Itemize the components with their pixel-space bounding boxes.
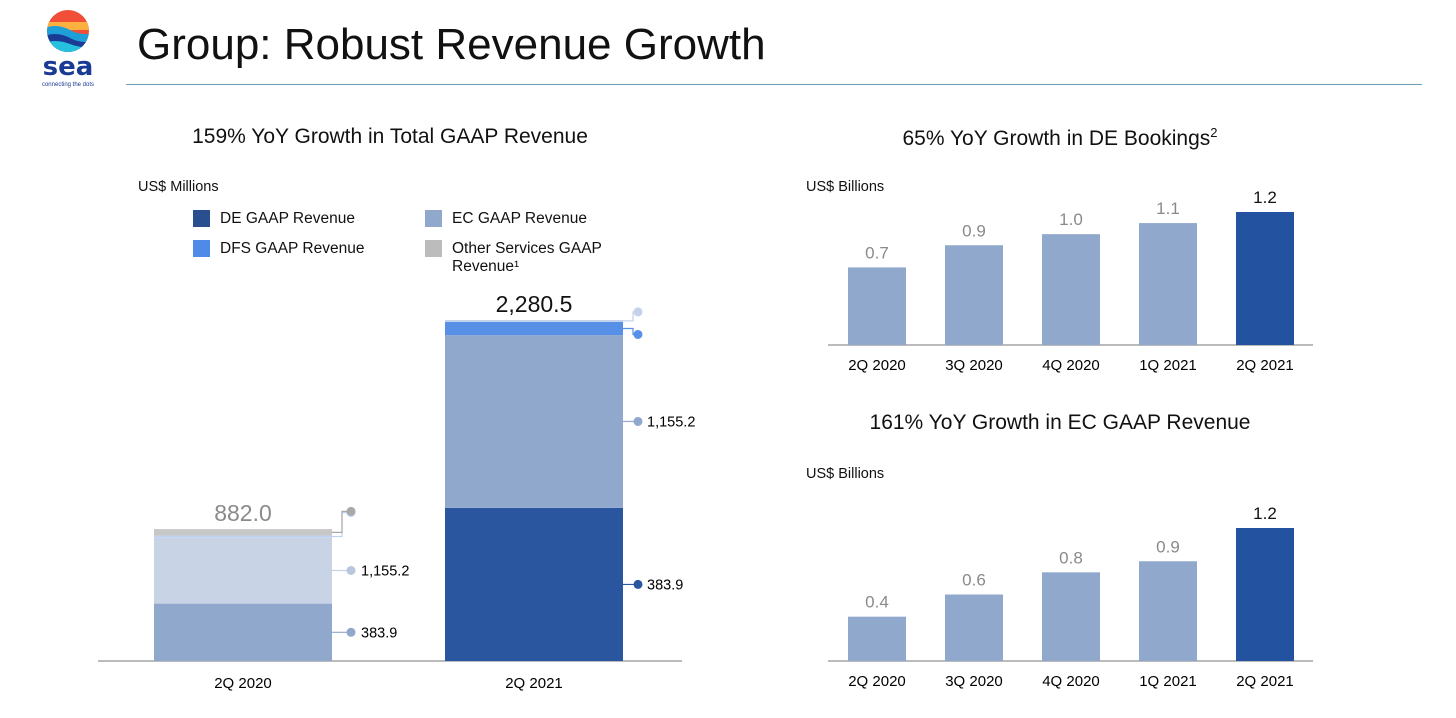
legend-label-ec: EC GAAP Revenue	[452, 210, 587, 227]
leader-dot	[346, 565, 356, 575]
bar-segment-2Q2021-1	[445, 335, 623, 508]
legend-item-dfs: DFS GAAP Revenue	[193, 240, 390, 258]
ec-revenue-bar	[848, 616, 906, 661]
ec-revenue-x-tick-label: 1Q 2021	[1139, 673, 1197, 690]
bar-segment-2Q2020-2	[154, 535, 332, 538]
de-bookings-bar	[1042, 234, 1100, 345]
sea-logo-icon	[47, 10, 89, 52]
segment-value-label: 1,155.2	[647, 414, 695, 430]
de-bookings-unit-label: US$ Billions	[806, 179, 885, 195]
de-bookings-x-tick-label: 3Q 2020	[945, 357, 1003, 374]
de-bookings-value-label: 1.0	[1059, 210, 1083, 229]
de-bookings-title-text: 65% YoY Growth in DE Bookings	[902, 127, 1211, 150]
de-bookings-title-footnote: 2	[1210, 125, 1218, 140]
ec-revenue-chart-title: 161% YoY Growth in EC GAAP Revenue	[869, 411, 1251, 434]
de-bookings-x-tick-label: 2Q 2021	[1236, 357, 1294, 374]
bar-segment-2Q2021-2	[445, 321, 623, 336]
title-divider	[126, 84, 1422, 85]
ec-revenue-value-label: 0.9	[1156, 537, 1180, 556]
legend-item-ec: EC GAAP Revenue	[425, 210, 622, 228]
ec-revenue-bar	[1042, 572, 1100, 661]
x-tick-label: 2Q 2020	[214, 675, 272, 692]
leader-dot	[633, 307, 643, 317]
ec-revenue-unit-label: US$ Billions	[806, 466, 885, 482]
revenue-chart-title: 159% YoY Growth in Total GAAP Revenue	[192, 125, 588, 148]
legend-item-other: Other Services GAAP Revenue¹	[425, 240, 622, 276]
bar-segment-2Q2020-3	[154, 529, 332, 536]
segment-value-label: 1,155.2	[361, 563, 409, 579]
segment-value-label: 383.9	[647, 577, 683, 593]
de-bookings-bar	[1139, 223, 1197, 345]
legend-swatch-de	[193, 210, 210, 227]
de-bookings-value-label: 1.2	[1253, 188, 1277, 207]
de-bookings-bar	[1236, 212, 1294, 345]
sea-logo: sea connecting the dots	[30, 8, 110, 92]
ec-revenue-bar	[945, 594, 1003, 661]
bar-total-label: 882.0	[214, 500, 272, 526]
bar-segment-2Q2021-3	[445, 319, 623, 322]
de-bookings-x-tick-label: 4Q 2020	[1042, 357, 1100, 374]
ec-revenue-value-label: 0.4	[865, 593, 889, 612]
de-bookings-value-label: 0.9	[962, 221, 986, 240]
bar-total-label: 2,280.5	[496, 291, 573, 317]
logo-tagline: connecting the dots	[41, 82, 95, 88]
leader-dot	[633, 416, 643, 426]
de-bookings-x-tick-label: 1Q 2021	[1139, 357, 1197, 374]
ec-revenue-bar	[1139, 561, 1197, 661]
de-bookings-x-tick-label: 2Q 2020	[848, 357, 906, 374]
logo-wordmark: sea	[42, 52, 94, 82]
legend-swatch-ec	[425, 210, 442, 227]
legend-item-de: DE GAAP Revenue	[193, 210, 390, 228]
de-bookings-chart-title: 65% YoY Growth in DE Bookings2	[790, 125, 1330, 151]
segment-value-label: 383.9	[361, 625, 397, 641]
ec-revenue-bar	[1236, 528, 1294, 661]
de-bookings-value-label: 1.1	[1156, 199, 1180, 218]
leader-dot	[346, 627, 356, 637]
legend-label-other: Other Services GAAP Revenue¹	[452, 240, 602, 275]
leader-dot	[633, 329, 643, 339]
legend-label-de: DE GAAP Revenue	[220, 210, 355, 227]
ec-revenue-x-tick-label: 2Q 2021	[1236, 673, 1294, 690]
de-bookings-value-label: 0.7	[865, 243, 889, 262]
revenue-unit-label: US$ Millions	[138, 179, 219, 195]
legend-swatch-other	[425, 240, 442, 257]
ec-revenue-x-tick-label: 4Q 2020	[1042, 673, 1100, 690]
legend-label-dfs: DFS GAAP Revenue	[220, 240, 365, 257]
ec-revenue-value-label: 0.6	[962, 571, 986, 590]
bar-segment-2Q2020-0	[154, 603, 332, 661]
ec-revenue-value-label: 1.2	[1253, 504, 1277, 523]
legend-swatch-dfs	[193, 240, 210, 257]
ec-revenue-value-label: 0.8	[1059, 548, 1083, 567]
leader-dot	[633, 579, 643, 589]
page-title: Group: Robust Revenue Growth	[137, 20, 766, 69]
x-tick-label: 2Q 2021	[505, 675, 563, 692]
bar-segment-2Q2020-1	[154, 537, 332, 604]
ec-revenue-x-tick-label: 3Q 2020	[945, 673, 1003, 690]
ec-revenue-x-tick-label: 2Q 2020	[848, 673, 906, 690]
de-bookings-bar	[848, 267, 906, 345]
de-bookings-bar	[945, 245, 1003, 345]
leader-dot	[346, 506, 356, 516]
